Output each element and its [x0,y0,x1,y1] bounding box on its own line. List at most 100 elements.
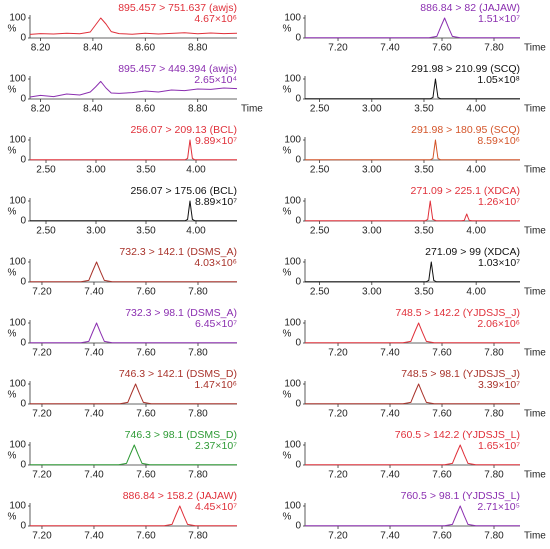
scale-factor: 9.89×10⁷ [195,135,237,147]
x-tick-label: 7.40 [380,348,400,359]
trace-line [29,80,238,98]
scale-factor: 1.65×10⁷ [478,440,520,452]
y-tick-label: 100 [9,440,26,451]
y-axis-label: % [283,451,292,462]
trace-line [305,383,520,405]
trace-line [30,261,237,283]
x-tick-label: 7.20 [32,531,52,542]
y-tick-label: 0 [20,399,26,410]
scale-factor: 8.89×10⁷ [195,196,237,208]
x-tick-label: 7.20 [328,43,348,54]
y-axis-label: % [283,268,292,279]
y-axis-label: % [8,512,17,523]
x-tick-label: 2.50 [310,104,330,115]
y-tick-label: 100 [9,318,26,329]
y-tick-label: 100 [284,74,301,85]
x-tick-label: 8.60 [136,104,156,115]
y-axis-label: % [8,451,17,462]
y-axis-label: % [8,329,17,340]
panel-title: 256.07 > 209.13 (BCL) [130,124,237,136]
x-tick-label: 8.80 [188,43,208,54]
x-tick-label: 8.80 [188,104,208,115]
y-tick-label: 0 [20,277,26,288]
x-tick-label: 8.20 [31,43,51,54]
x-tick-label: 7.80 [188,470,208,481]
y-axis-label: % [283,207,292,218]
x-tick-label: 7.20 [328,531,348,542]
trace-line [305,17,520,39]
x-tick-label: 3.00 [86,165,106,176]
y-tick-label: 100 [9,501,26,512]
x-tick-label: 3.50 [136,226,156,237]
panel-title: 271.09 > 225.1 (XDCA) [411,185,520,197]
x-tick-label: 4.00 [466,226,486,237]
panel-title: 760.5 > 98.1 (YJDSJS_L) [401,490,520,502]
x-tick-label: 2.50 [36,226,56,237]
x-tick-label: 7.60 [432,470,452,481]
y-tick-label: 0 [295,94,301,105]
x-tick-label: 7.60 [136,531,156,542]
x-tick-label: 4.00 [466,287,486,298]
scale-factor: 1.51×10⁷ [478,13,520,25]
y-tick-label: 100 [9,379,26,390]
y-tick-label: 0 [295,338,301,349]
y-tick-label: 0 [295,33,301,44]
trace-line [30,505,237,527]
y-tick-label: 100 [284,440,301,451]
x-axis-label: Time [524,531,546,542]
x-tick-label: 7.20 [32,409,52,420]
panel-title: 748.5 > 98.1 (YJDSJS_J) [401,368,520,380]
y-axis-label: % [283,512,292,523]
x-tick-label: 4.00 [466,165,486,176]
x-tick-label: 3.50 [414,226,434,237]
x-tick-label: 7.60 [136,287,156,298]
x-tick-label: 3.00 [362,165,382,176]
y-axis-label: % [283,146,292,157]
y-tick-label: 0 [20,460,26,471]
panel-title: 895.457 > 751.637 (awjs) [118,2,237,14]
trace-line [305,139,520,161]
x-tick-label: 7.40 [84,348,104,359]
panel-title: 732.3 > 98.1 (DSMS_A) [125,307,237,319]
scale-factor: 1.47×10⁶ [194,379,237,391]
y-axis-label: % [283,24,292,35]
trace-line [305,200,520,222]
x-axis-label: Time [524,226,546,237]
x-tick-label: 3.50 [414,165,434,176]
x-tick-label: 2.50 [310,226,330,237]
x-tick-label: 7.40 [380,43,400,54]
y-tick-label: 100 [284,318,301,329]
x-axis-label: Time [524,470,546,481]
y-tick-label: 100 [9,13,26,24]
y-tick-label: 100 [9,196,26,207]
y-tick-label: 0 [295,277,301,288]
x-tick-label: 7.20 [32,470,52,481]
x-tick-label: 3.50 [414,104,434,115]
y-axis-label: % [8,24,17,35]
y-tick-label: 100 [284,379,301,390]
panel-title: 886.84 > 158.2 (JAJAW) [123,490,237,502]
y-axis-label: % [283,390,292,401]
y-tick-label: 0 [20,338,26,349]
trace-line [30,139,237,161]
trace-line [30,200,237,222]
y-axis-label: % [283,85,292,96]
x-tick-label: 7.60 [136,409,156,420]
x-tick-label: 7.80 [484,470,504,481]
y-tick-label: 100 [284,257,301,268]
x-tick-label: 2.50 [36,165,56,176]
x-tick-label: 8.40 [83,104,103,115]
x-tick-label: 2.50 [310,287,330,298]
scale-factor: 1.05×10⁸ [477,74,520,86]
x-tick-label: 4.00 [186,165,206,176]
y-axis-label: % [8,390,17,401]
y-tick-label: 0 [295,216,301,227]
scale-factor: 2.06×10⁶ [477,318,520,330]
x-tick-label: 7.20 [328,348,348,359]
scale-factor: 4.45×10⁷ [195,501,237,513]
y-tick-label: 100 [9,74,26,85]
x-tick-label: 7.80 [484,43,504,54]
panel-title: 732.3 > 142.1 (DSMS_A) [119,246,237,258]
x-tick-label: 7.20 [328,470,348,481]
